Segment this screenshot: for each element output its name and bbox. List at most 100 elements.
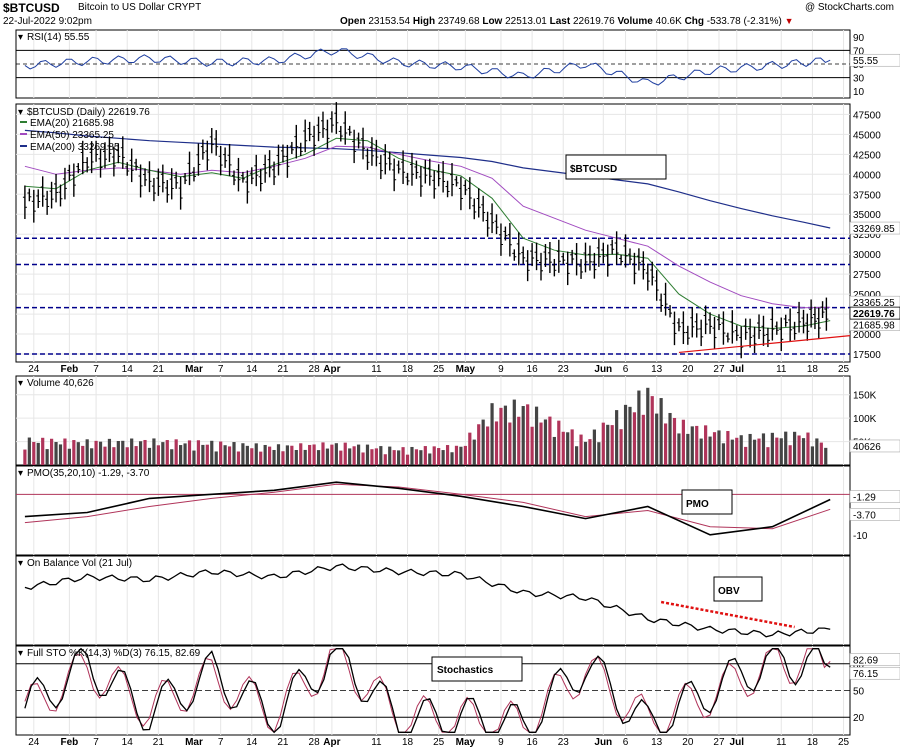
volume-bar <box>677 433 681 465</box>
ema200-line <box>24 129 831 229</box>
x-tick-label-top: 7 <box>218 364 224 375</box>
volume-bar <box>205 444 209 465</box>
volume-bar <box>321 442 325 465</box>
volume-bar <box>757 438 761 465</box>
obv-title: On Balance Vol (21 Jul) <box>27 558 132 569</box>
volume-bar <box>579 434 583 465</box>
pmo-annotation-box <box>681 489 733 515</box>
open-value: 23153.54 <box>368 16 411 27</box>
volume-bar <box>686 433 690 465</box>
volume-bar <box>459 446 463 465</box>
volume-bar <box>681 419 685 465</box>
volume-bar <box>312 444 316 465</box>
volume-bar <box>352 446 356 465</box>
volume-bar <box>793 431 797 465</box>
volume-bar <box>85 439 89 465</box>
volume-bar <box>201 444 205 465</box>
volume-bar <box>432 446 436 465</box>
ema200-value-label-box <box>849 221 900 235</box>
volume-value: 40.6K <box>655 16 682 27</box>
volume-bar <box>801 438 806 465</box>
volume-bar <box>192 450 196 465</box>
x-tick-label-bottom: 7 <box>93 737 99 748</box>
volume-bar <box>632 412 637 465</box>
volume-bar <box>388 446 392 465</box>
volume-bar <box>646 387 650 465</box>
volume-bar <box>405 454 410 465</box>
symbol-name: Bitcoin to US Dollar CRYPT <box>78 2 202 13</box>
volume-bar <box>397 450 401 465</box>
x-tick-label-bottom: Jul <box>730 737 745 748</box>
obv-line <box>24 563 831 638</box>
volume-bar <box>726 431 730 465</box>
volume-bar <box>508 422 512 465</box>
x-tick-label-bottom: 21 <box>153 737 165 748</box>
ema50-value-label: 23365.25 <box>853 298 895 309</box>
volume-bar <box>58 444 63 465</box>
volume-bar <box>125 447 129 465</box>
volume-bar <box>615 410 619 465</box>
volume-bar <box>423 446 427 465</box>
volume-bar <box>121 440 125 465</box>
volume-bar <box>94 440 98 465</box>
volume-bar <box>134 446 138 465</box>
pmo-collapse-icon: ▾ <box>18 468 23 479</box>
volume-bar <box>557 420 561 465</box>
volume-bar <box>219 441 223 465</box>
x-tick-label-top: 7 <box>93 364 99 375</box>
x-tick-label-bottom: Feb <box>60 737 78 748</box>
sto-collapse-icon: ▾ <box>18 648 23 659</box>
volume-bar <box>561 431 565 465</box>
x-tick-label-top: 14 <box>246 364 258 375</box>
x-tick-label-top: 14 <box>122 364 134 375</box>
volume-bar <box>730 439 734 465</box>
volume-bar <box>90 448 94 465</box>
volume-bar <box>49 438 54 465</box>
volume-bar <box>819 442 823 465</box>
volume-bar <box>770 432 774 465</box>
rsi-line <box>24 48 831 86</box>
x-tick-label-bottom: 6 <box>623 737 629 748</box>
obv-trend-line <box>660 600 795 629</box>
price-legend-0: EMA(20) 21685.98 <box>30 118 114 129</box>
volume-bar <box>374 448 378 465</box>
x-tick-label-bottom: 21 <box>277 737 289 748</box>
volume-bar <box>717 430 721 465</box>
volume-value-label-box <box>849 439 900 453</box>
volume-bar <box>797 435 801 465</box>
x-tick-label-bottom: 14 <box>122 737 134 748</box>
x-tick-label-top: 27 <box>713 364 725 375</box>
sto-k-line <box>24 647 831 734</box>
sto-annotation: Stochastics <box>437 665 494 676</box>
x-tick-label-top: May <box>456 364 476 375</box>
volume-bar <box>521 406 525 465</box>
volume-bar <box>606 424 610 465</box>
price-tick-label: 45000 <box>853 130 881 141</box>
volume-title: Volume 40,626 <box>27 378 94 389</box>
brand-label: @ StockCharts.com <box>804 2 894 13</box>
volume-bar <box>379 446 383 465</box>
sto-annotation-box <box>431 656 523 682</box>
volume-bar <box>583 441 588 465</box>
volume-bar <box>392 450 396 465</box>
volume-bar <box>690 426 694 465</box>
volume-bar <box>454 445 459 465</box>
volume-bar <box>552 436 556 465</box>
volume-bar <box>539 422 543 465</box>
volume-value-label: 40626 <box>853 442 881 453</box>
date-label: 22-Jul-2022 9:02pm <box>3 16 92 27</box>
price-annotation: $BTCUSD <box>570 164 617 175</box>
volume-bar <box>81 445 85 465</box>
volume-bar <box>130 438 134 465</box>
volume-bar <box>27 437 31 465</box>
price-tick-label: 35000 <box>853 210 881 221</box>
volume-bar <box>721 443 726 465</box>
volume-bar <box>637 390 641 465</box>
volume-bar <box>308 444 312 465</box>
volume-bar <box>356 444 361 465</box>
volume-bar <box>597 442 601 465</box>
volume-bar <box>165 440 169 465</box>
volume-bar <box>570 429 574 465</box>
x-tick-label-top: 25 <box>838 364 850 375</box>
volume-bar <box>414 449 419 465</box>
